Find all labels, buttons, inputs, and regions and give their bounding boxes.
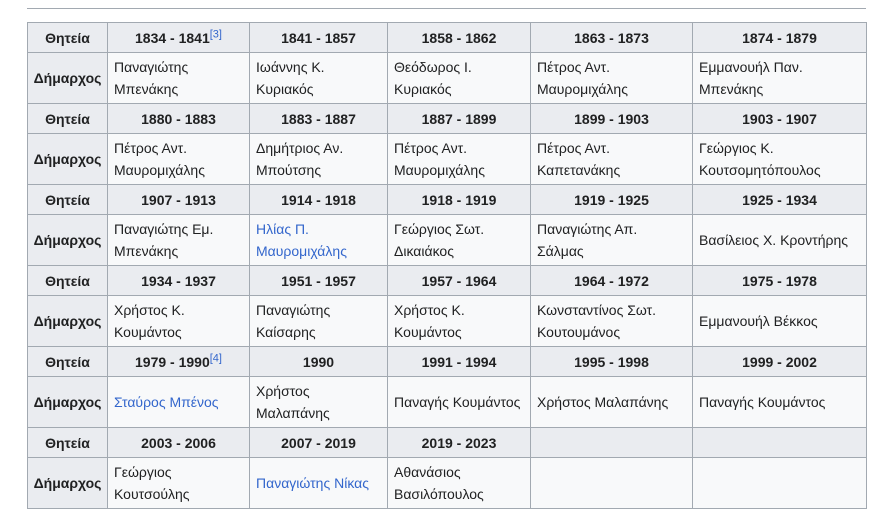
mayor-row: Δήμαρχος Χρήστος Κ. Κουμάντος Παναγιώτης Κ… [27,295,867,347]
mayor-cell: Παναγιώτης Καίσαρης [249,295,388,347]
term-cell: 1841 - 1857 [249,22,388,53]
mayor-row: Δήμαρχος Γεώργιος Κουτσούλης Παναγιώτης Νί… [27,457,867,509]
term-label: Θητεία [27,184,108,215]
term-label: Θητεία [27,346,108,377]
mayor-link[interactable]: Σταύρος Μπένος [114,394,219,410]
mayor-cell [692,457,867,509]
term-cell: 1880 - 1883 [107,103,250,134]
mayor-cell: Πέτρος Αντ. Καπετανάκης [530,133,693,185]
term-cell: 1858 - 1862 [387,22,531,53]
mayor-cell: Χρήστος Μαλαπάνης [249,376,388,428]
mayor-cell: Παναγιώτης Απ. Σάλμας [530,214,693,266]
term-cell: 1979 - 1990[4] [107,346,250,377]
mayor-cell: Γεώργιος Κ. Κουτσομητόπουλος [692,133,867,185]
term-cell: 1907 - 1913 [107,184,250,215]
footnote[interactable]: [3] [209,27,222,40]
term-cell: 1874 - 1879 [692,22,867,53]
mayor-cell: Κωνσταντίνος Σωτ. Κουτουμάνος [530,295,693,347]
term-cell [692,427,867,458]
term-row: Θητεία 1834 - 1841[3] 1841 - 1857 1858 - 18… [27,22,867,53]
term-cell: 1919 - 1925 [530,184,693,215]
term-row: Θητεία 1979 - 1990[4] 1990 1991 - 1994 1995 … [27,346,867,377]
mayor-cell: Ηλίας Π. Μαυρομιχάλης [249,214,388,266]
term-label: Θητεία [27,103,108,134]
term-label: Θητεία [27,265,108,296]
mayor-cell: Βασίλειος Χ. Κροντήρης [692,214,867,266]
mayor-row: Δήμαρχος Πέτρος Αντ. Μαυρομιχάλης Δημήτριο… [27,133,867,185]
term-cell: 1991 - 1994 [387,346,531,377]
term-cell: 1964 - 1972 [530,265,693,296]
mayor-row: Δήμαρχος Σταύρος Μπένος Χρήστος Μαλαπάνης Π… [27,376,867,428]
term-label: Θητεία [27,22,108,53]
mayor-cell: Εμμανουήλ Παν. Μπενάκης [692,52,867,104]
mayor-cell: Αθανάσιος Βασιλόπουλος [387,457,531,509]
mayor-cell: Σταύρος Μπένος [107,376,250,428]
mayor-cell: Εμμανουήλ Βέκκος [692,295,867,347]
term-cell: 1883 - 1887 [249,103,388,134]
term-cell: 1887 - 1899 [387,103,531,134]
mayor-cell: Παναγιώτης Εμ. Μπενάκης [107,214,250,266]
term-cell: 1834 - 1841[3] [107,22,250,53]
mayors-table: Θητεία 1834 - 1841[3] 1841 - 1857 1858 - 18… [27,22,867,509]
term-cell: 2019 - 2023 [387,427,531,458]
term-cell: 1975 - 1978 [692,265,867,296]
mayor-label: Δήμαρχος [27,295,108,347]
term-cell: 1957 - 1964 [387,265,531,296]
mayor-cell: Χρήστος Κ. Κουμάντος [387,295,531,347]
mayor-label: Δήμαρχος [27,133,108,185]
mayor-cell: Παναγιώτης Νίκας [249,457,388,509]
term-cell: 1990 [249,346,388,377]
mayor-label: Δήμαρχος [27,214,108,266]
term-cell: 2007 - 2019 [249,427,388,458]
term-text: 1979 - 1990 [135,353,210,370]
term-cell: 1863 - 1873 [530,22,693,53]
mayor-cell [530,457,693,509]
term-label: Θητεία [27,427,108,458]
term-text: 1834 - 1841 [135,29,210,46]
section-rule [27,8,866,9]
mayor-cell: Παναγής Κουμάντος [387,376,531,428]
term-cell: 1899 - 1903 [530,103,693,134]
term-row: Θητεία 1880 - 1883 1883 - 1887 1887 - 1899 1… [27,103,867,134]
mayor-cell: Χρήστος Μαλαπάνης [530,376,693,428]
mayor-row: Δήμαρχος Παναγιώτης Μπενάκης Ιωάννης Κ. Κυ… [27,52,867,104]
mayor-cell: Χρήστος Κ. Κουμάντος [107,295,250,347]
mayor-label: Δήμαρχος [27,376,108,428]
mayor-cell: Δημήτριος Αν. Μπούτσης [249,133,388,185]
term-row: Θητεία 1934 - 1937 1951 - 1957 1957 - 1964 1… [27,265,867,296]
term-cell: 1934 - 1937 [107,265,250,296]
term-cell: 1903 - 1907 [692,103,867,134]
term-cell: 1995 - 1998 [530,346,693,377]
term-cell: 1951 - 1957 [249,265,388,296]
mayor-cell: Θεόδωρος Ι. Κυριακός [387,52,531,104]
mayor-cell: Γεώργιος Σωτ. Δικαιάκος [387,214,531,266]
mayor-cell: Πέτρος Αντ. Μαυρομιχάλης [107,133,250,185]
mayor-label: Δήμαρχος [27,457,108,509]
term-cell: 2003 - 2006 [107,427,250,458]
term-cell: 1999 - 2002 [692,346,867,377]
term-row: Θητεία 1907 - 1913 1914 - 1918 1918 - 1919 1… [27,184,867,215]
footnote[interactable]: [4] [209,351,222,364]
mayor-cell: Πέτρος Αντ. Μαυρομιχάλης [530,52,693,104]
mayor-cell: Πέτρος Αντ. Μαυρομιχάλης [387,133,531,185]
term-cell: 1925 - 1934 [692,184,867,215]
mayor-link[interactable]: Ηλίας Π. Μαυρομιχάλης [256,221,347,259]
mayor-cell: Γεώργιος Κουτσούλης [107,457,250,509]
mayor-cell: Παναγής Κουμάντος [692,376,867,428]
mayor-link[interactable]: Παναγιώτης Νίκας [256,475,369,491]
mayor-cell: Παναγιώτης Μπενάκης [107,52,250,104]
mayor-cell: Ιωάννης Κ. Κυριακός [249,52,388,104]
term-cell [530,427,693,458]
mayor-label: Δήμαρχος [27,52,108,104]
term-cell: 1914 - 1918 [249,184,388,215]
term-cell: 1918 - 1919 [387,184,531,215]
mayor-row: Δήμαρχος Παναγιώτης Εμ. Μπενάκης Ηλίας Π. … [27,214,867,266]
term-row: Θητεία 2003 - 2006 2007 - 2019 2019 - 2023 [27,427,867,458]
